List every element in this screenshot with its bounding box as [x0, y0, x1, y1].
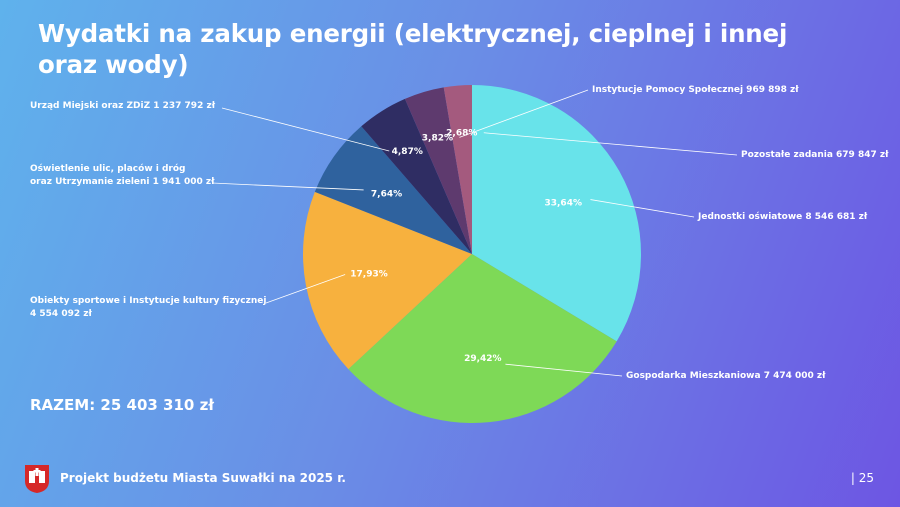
- footer: Projekt budżetu Miasta Suwałki na 2025 r…: [0, 462, 900, 498]
- pie-slice: [314, 126, 472, 254]
- slice-category-label: Jednostki oświatowe 8 546 681 zł: [697, 211, 868, 222]
- page-title: Wydatki na zakup energii (elektrycznej, …: [38, 19, 788, 79]
- leader-line: [459, 89, 589, 138]
- leader-line: [505, 363, 623, 377]
- total-label: RAZEM: 25 403 310 zł: [30, 396, 214, 414]
- pie-slice: [303, 191, 472, 370]
- leader-line: [590, 199, 695, 218]
- pie-slice: [361, 98, 472, 254]
- footer-text: Projekt budżetu Miasta Suwałki na 2025 r…: [60, 471, 346, 485]
- slice-percent-label: 33,64%: [544, 198, 582, 208]
- pie-slice: [404, 87, 472, 254]
- leader-line: [483, 132, 738, 156]
- page-number: | 25: [850, 471, 874, 485]
- slice-percent-label: 29,42%: [464, 354, 502, 364]
- city-crest-icon: [25, 465, 49, 493]
- pie-slice: [472, 85, 642, 342]
- slice-percent-label: 7,64%: [371, 189, 402, 199]
- slice-category-label: Oświetlenie ulic, placów i dróg oraz Utrz…: [30, 163, 215, 187]
- pie-slice: [348, 254, 617, 423]
- slice-category-label: Gospodarka Mieszkaniowa 7 474 000 zł: [626, 371, 826, 381]
- slice-category-label: Urząd Miejski oraz ZDiZ 1 237 792 zł: [30, 101, 216, 111]
- slice-category-label: Instytucje Pomocy Społecznej 969 898 zł: [592, 85, 799, 95]
- slice-category-label: Pozostałe zadania 679 847 zł: [741, 150, 889, 160]
- leader-line: [221, 107, 390, 152]
- slice-percent-label: 4,87%: [392, 147, 423, 157]
- slice-percent-label: 2,68%: [446, 129, 477, 139]
- leader-line: [265, 274, 346, 304]
- leader-line: [211, 182, 364, 191]
- slice-percent-label: 17,93%: [350, 269, 388, 279]
- slice-percent-label: 3,82%: [422, 133, 453, 143]
- pie-slice: [443, 85, 472, 254]
- slice-category-label: Obiekty sportowe i Instytucje kultury fi…: [30, 296, 266, 319]
